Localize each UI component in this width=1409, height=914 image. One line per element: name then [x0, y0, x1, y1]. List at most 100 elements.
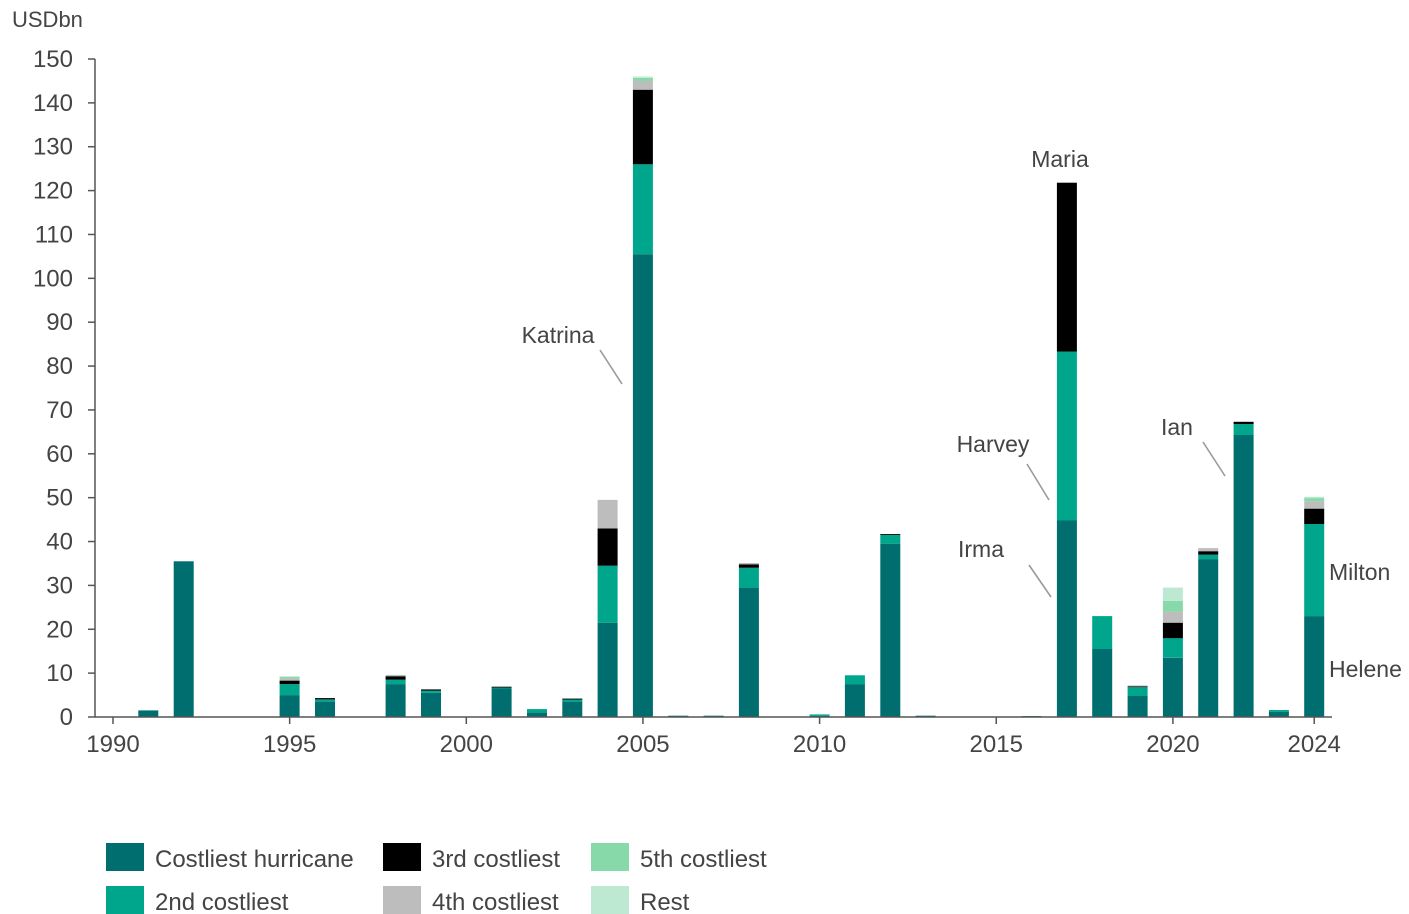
x-tick-label: 2005 [616, 731, 669, 758]
legend-label-2: 3rd costliest [432, 846, 560, 873]
bar-2020-series-0 [1162, 657, 1183, 717]
bar-2004-series-0 [597, 622, 618, 717]
legend-swatch-4 [591, 843, 629, 871]
bar-2011-series-0 [844, 684, 865, 717]
bar-2005-series-5 [632, 76, 653, 78]
annotation-irma: Irma [958, 536, 1004, 562]
annotation-maria: Maria [1031, 146, 1089, 172]
bar-2022-series-0 [1233, 434, 1254, 717]
y-tick-label: 100 [33, 265, 73, 292]
bar-2008-series-0 [738, 587, 759, 717]
legend-swatch-2 [383, 843, 421, 871]
bar-1996-series-2 [315, 698, 335, 700]
bar-2019-series-3 [1127, 685, 1148, 687]
bar-1999-series-2 [421, 689, 441, 691]
annotation-leader-harvey [1026, 463, 1050, 501]
y-tick-label: 80 [46, 353, 73, 380]
bar-2019-series-0 [1127, 695, 1148, 717]
bar-2017-series-2 [1056, 182, 1077, 352]
bar-1995-series-1 [279, 684, 300, 696]
bar-2021-series-1 [1198, 554, 1219, 560]
annotation-leader-ian [1202, 441, 1226, 477]
bar-2020-series-3 [1162, 611, 1183, 623]
bar-2012-series-1 [880, 535, 901, 544]
x-tick-label: 2020 [1146, 731, 1199, 758]
bar-2002-series-1 [527, 709, 547, 713]
y-tick-label: 140 [33, 90, 73, 117]
y-tick-label: 40 [46, 529, 73, 556]
x-tick-label: 2010 [793, 731, 846, 758]
x-tick-label: 2024 [1288, 731, 1341, 758]
bar-2010-series-1 [809, 714, 830, 716]
bar-2003-series-1 [562, 699, 583, 702]
annotation-leader-katrina [599, 349, 623, 385]
legend-swatch-0 [106, 843, 144, 871]
x-tick-label: 2015 [970, 731, 1023, 758]
bar-2021-series-3 [1198, 548, 1219, 552]
bar-2019-series-1 [1127, 687, 1148, 696]
bar-2012-series-0 [880, 543, 901, 717]
bar-2021-series-0 [1198, 559, 1219, 717]
axes-layer: 0 10 20 30 40 50 60 70 80 90 100 110 120 130 140 150 199… [12, 7, 1341, 758]
bar-1996-series-0 [315, 701, 335, 717]
legend: Costliest hurricane 2nd costliest 3rd cost… [106, 843, 767, 914]
y-tick-label: 130 [33, 134, 73, 161]
bar-1992-series-0 [173, 561, 194, 717]
bar-2024-series-0 [1304, 616, 1325, 717]
legend-label-3: 4th costliest [432, 889, 559, 914]
bar-1995-series-3 [279, 678, 300, 681]
bar-2020-series-4 [1162, 600, 1183, 612]
annotation-helene: Helene [1329, 656, 1402, 682]
bar-1991-series-0 [138, 710, 159, 717]
bar-2005-series-4 [632, 77, 653, 81]
y-tick-label: 120 [33, 178, 73, 205]
y-tick-label: 70 [46, 397, 73, 424]
y-tick-label: 150 [33, 46, 73, 73]
legend-label-1: 2nd costliest [155, 889, 289, 914]
legend-label-5: Rest [640, 889, 690, 914]
x-tick-label: 1990 [86, 731, 139, 758]
bar-2011-series-1 [844, 675, 865, 685]
bar-1995-series-0 [279, 695, 300, 717]
bar-2005-series-3 [632, 80, 653, 90]
bar-2024-series-5 [1304, 496, 1325, 499]
bar-1996-series-1 [315, 699, 335, 702]
bar-2002-series-0 [527, 712, 547, 717]
bar-1999-series-1 [421, 690, 441, 693]
bar-2008-series-1 [738, 567, 759, 588]
bar-1995-series-2 [279, 680, 300, 685]
legend-label-4: 5th costliest [640, 846, 767, 873]
bar-1998-series-1 [385, 679, 406, 685]
bar-2003-series-0 [562, 701, 583, 717]
bar-2021-series-2 [1198, 551, 1219, 555]
bar-1999-series-0 [421, 692, 441, 717]
bar-2023-series-1 [1268, 710, 1289, 712]
annotation-harvey: Harvey [957, 431, 1030, 457]
legend-swatch-1 [106, 886, 144, 914]
bar-1998-series-0 [385, 684, 406, 717]
x-tick-label: 1995 [263, 731, 316, 758]
bar-2024-series-3 [1304, 501, 1325, 509]
bar-2019-series-2 [1127, 686, 1148, 688]
annotations-layer: Katrina Maria Harvey Irma Ian Milton Helene [522, 146, 1402, 682]
bar-2018-series-0 [1092, 649, 1113, 717]
bar-1998-series-2 [385, 676, 406, 680]
bar-2001-series-0 [491, 688, 512, 717]
bar-1998-series-3 [385, 674, 406, 677]
bar-2017-series-0 [1056, 520, 1077, 717]
bar-2008-series-3 [738, 563, 759, 565]
y-tick-label: 90 [46, 309, 73, 336]
y-tick-label: 10 [46, 660, 73, 687]
y-tick-label: 30 [46, 572, 73, 599]
bar-2005-series-0 [632, 254, 653, 717]
y-tick-label: 20 [46, 616, 73, 643]
bar-2020-series-2 [1162, 622, 1183, 639]
bar-2005-series-2 [632, 89, 653, 165]
bar-2001-series-1 [491, 687, 512, 689]
bar-2004-series-3 [597, 499, 618, 529]
y-tick-label: 60 [46, 441, 73, 468]
bar-2018-series-1 [1092, 616, 1113, 649]
annotation-milton: Milton [1329, 559, 1390, 585]
bar-2008-series-2 [738, 564, 759, 568]
